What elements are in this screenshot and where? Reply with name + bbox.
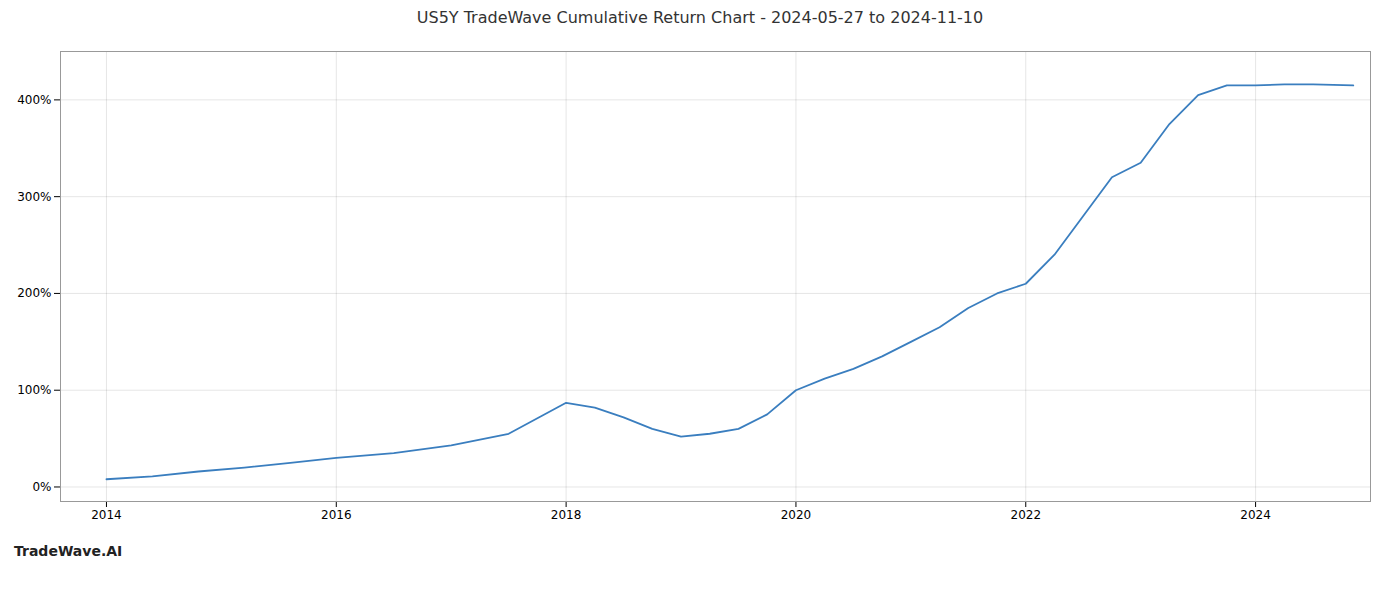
svg-text:0%: 0%	[32, 480, 51, 494]
svg-text:300%: 300%	[17, 190, 51, 204]
svg-text:2022: 2022	[1010, 508, 1041, 522]
svg-text:400%: 400%	[17, 93, 51, 107]
svg-text:2024: 2024	[1240, 508, 1271, 522]
html-text:US5Y TradeWave Cumulative Retu: US5Y TradeWave Cumulative Return Chart -…	[416, 8, 984, 27]
html-text:TradeWave.AI: TradeWave.AI	[14, 543, 123, 559]
svg-text:2018: 2018	[551, 508, 582, 522]
svg-text:2014: 2014	[91, 508, 122, 522]
svg-text:2020: 2020	[781, 508, 812, 522]
svg-text:200%: 200%	[17, 286, 51, 300]
svg-text:100%: 100%	[17, 383, 51, 397]
svg-text:2016: 2016	[321, 508, 352, 522]
